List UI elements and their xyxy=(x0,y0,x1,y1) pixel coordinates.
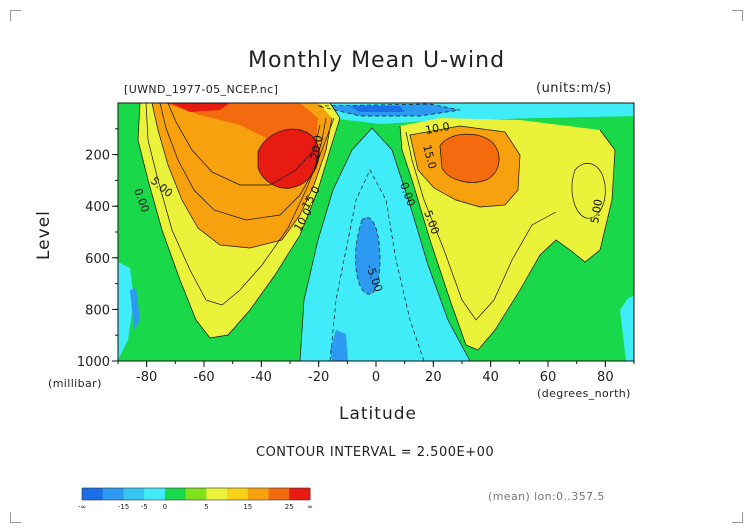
y-tick-label: 1000 xyxy=(77,355,110,370)
units-label: (units:m/s) xyxy=(536,81,612,96)
contour-line-negative xyxy=(317,103,461,117)
colorbar-swatch xyxy=(227,488,249,500)
y-tick-label: 200 xyxy=(85,149,110,164)
contour-label: 5.00 xyxy=(588,198,605,224)
band-blue-polar xyxy=(130,288,140,330)
colorbar-swatch xyxy=(247,488,270,500)
y-tick-label: 800 xyxy=(85,303,110,318)
colorbar-swatch xyxy=(102,488,124,500)
colorbar-swatch xyxy=(123,488,145,500)
mean-note: (mean) lon:0..357.5 xyxy=(488,490,605,503)
band-neg-polar-north xyxy=(620,296,634,361)
y-tick-label: 600 xyxy=(85,252,110,267)
contour-line xyxy=(399,125,616,351)
x-tick-label: 40 xyxy=(482,370,499,385)
contour-line xyxy=(137,103,341,339)
x-axis-unit: (degrees_north) xyxy=(537,387,631,400)
chart-title: Monthly Mean U-wind xyxy=(248,48,506,73)
x-tick-label: -80 xyxy=(136,370,157,385)
y-axis: 200 400 600 800 1000 xyxy=(77,128,118,370)
crop-mark-bottom-right xyxy=(732,512,743,523)
colorbar-label: ∞ xyxy=(307,503,313,511)
crop-mark-top-right xyxy=(732,10,743,21)
colorbar-label: 5 xyxy=(204,503,208,511)
contour-label: 15.0 xyxy=(420,143,439,170)
file-tag: [UWND_1977-05_NCEP.nc] xyxy=(124,83,279,96)
band-neg-surface xyxy=(330,330,348,361)
contour-line xyxy=(439,133,500,183)
x-tick-label: 20 xyxy=(425,370,442,385)
y-axis-unit: (millibar) xyxy=(48,377,102,390)
colorbar-label: -5 xyxy=(141,503,148,511)
colorbar-label: 0 xyxy=(163,503,167,511)
band-25-plus-strat xyxy=(170,103,230,112)
colorbar-label: 25 xyxy=(285,503,294,511)
band-20-25-north xyxy=(440,134,500,183)
crop-mark-bottom-left xyxy=(10,512,21,523)
x-tick-label: -60 xyxy=(193,370,214,385)
colorbar-label: 15 xyxy=(243,503,252,511)
contour-line-negative xyxy=(329,169,425,361)
contour-line xyxy=(257,128,320,189)
colorbar-swatch xyxy=(268,488,290,500)
contour-line xyxy=(151,103,333,249)
contour-line xyxy=(145,103,335,306)
contour-line xyxy=(159,103,327,221)
band-strat-east-dark xyxy=(350,106,405,112)
colorbar-swatch xyxy=(289,488,311,500)
contour-interval: CONTOUR INTERVAL = 2.500E+00 xyxy=(256,445,495,460)
x-tick-label: 60 xyxy=(540,370,557,385)
contour-line-negative xyxy=(355,217,381,295)
contour-line xyxy=(299,127,471,361)
colorbar-frame xyxy=(81,487,311,501)
y-tick-label: 400 xyxy=(85,200,110,215)
crop-mark-top-left xyxy=(10,10,21,21)
colorbar-swatch xyxy=(82,488,104,500)
band-neg-0-5 xyxy=(300,128,470,361)
x-tick-label: 0 xyxy=(372,370,380,385)
band-25-plus-south-jet xyxy=(258,129,320,189)
colorbar-swatch xyxy=(185,488,207,500)
x-tick-label: -20 xyxy=(308,370,329,385)
x-tick-label: 80 xyxy=(597,370,614,385)
colorbar-label: -∞ xyxy=(78,503,86,511)
x-tick-label: -40 xyxy=(251,370,272,385)
contour-line xyxy=(571,163,606,219)
colorbar-swatch xyxy=(206,488,228,500)
colorbar-label: -15 xyxy=(118,503,129,511)
contour-line xyxy=(409,125,521,208)
contour-line xyxy=(405,131,557,321)
contour-line xyxy=(167,103,321,186)
band-neg-polar xyxy=(118,262,134,360)
colorbar-swatch xyxy=(144,488,166,500)
x-axis-label: Latitude xyxy=(339,404,417,424)
x-axis: -80 -60 -40 -20 0 20 40 60 80 xyxy=(117,361,635,385)
colorbar-swatch xyxy=(164,488,187,500)
contour-label: 10.0 xyxy=(424,120,450,137)
contour-label: 20.0 xyxy=(308,134,325,160)
band-neg-5 xyxy=(355,217,380,295)
